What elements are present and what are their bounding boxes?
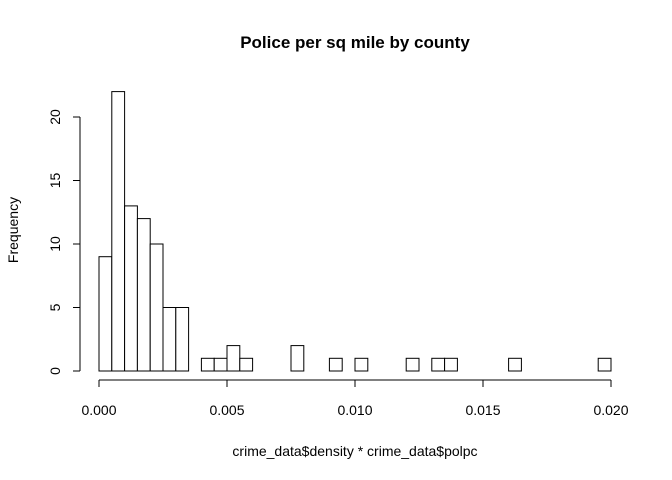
histogram-bar xyxy=(290,345,305,372)
histogram-bar xyxy=(328,357,343,372)
x-tick-label: 0.010 xyxy=(337,402,372,418)
x-tick-label: 0.020 xyxy=(593,402,628,418)
x-axis-label: crime_data$density * crime_data$polpc xyxy=(232,443,477,459)
y-axis-label: Frequency xyxy=(5,197,21,263)
y-tick-label: 5 xyxy=(47,303,63,311)
y-tick-label: 15 xyxy=(47,173,63,189)
histogram-bar xyxy=(175,307,190,372)
histogram-bar xyxy=(200,357,215,372)
y-tick-label: 20 xyxy=(47,109,63,125)
histogram-bar xyxy=(149,243,164,372)
histogram-bar xyxy=(405,357,420,372)
histogram-bar xyxy=(239,357,254,372)
histogram-bar xyxy=(136,218,151,372)
x-tick-label: 0.000 xyxy=(81,402,116,418)
y-tick-label: 10 xyxy=(47,236,63,252)
bars-group xyxy=(98,91,612,372)
x-axis: 0.000 0.005 0.010 0.015 0.020 xyxy=(81,379,629,418)
y-tick-label: 0 xyxy=(47,367,63,375)
histogram-bar xyxy=(431,357,446,372)
x-tick-label: 0.015 xyxy=(465,402,500,418)
histogram-bar xyxy=(213,357,228,372)
histogram-bar xyxy=(597,357,612,372)
x-tick-label: 0.005 xyxy=(209,402,244,418)
histogram-bar xyxy=(444,357,458,372)
histogram-bar xyxy=(508,357,522,372)
y-axis: 0 5 10 15 20 xyxy=(47,109,81,375)
histogram-bar xyxy=(111,91,126,372)
histogram-bar xyxy=(354,357,369,372)
chart-title: Police per sq mile by county xyxy=(240,33,470,52)
histogram-bar xyxy=(98,256,113,372)
histogram-bar xyxy=(162,307,177,372)
histogram-bar xyxy=(124,205,138,372)
histogram-bar xyxy=(226,345,241,372)
